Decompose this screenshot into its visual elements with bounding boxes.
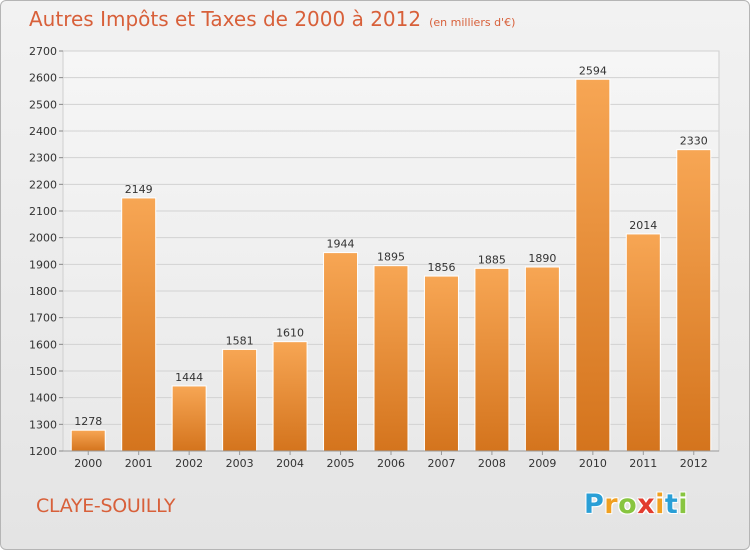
- y-tick-label: 2400: [29, 125, 57, 138]
- logo-letter: o: [618, 489, 638, 520]
- x-tick-label: 2007: [427, 457, 455, 470]
- logo-letter: x: [637, 489, 656, 520]
- bar: [323, 252, 359, 452]
- bar: [423, 275, 459, 452]
- city-name: CLAYE-SOUILLY: [36, 495, 176, 517]
- y-tick-label: 2100: [29, 205, 57, 218]
- proxiti-logo: Proxiti: [584, 489, 688, 520]
- logo-letter: r: [604, 489, 619, 520]
- x-tick-label: 2010: [579, 457, 607, 470]
- bar: [676, 149, 712, 452]
- y-tick-label: 1400: [29, 392, 57, 405]
- x-tick-label: 2004: [276, 457, 304, 470]
- y-tick-label: 2200: [29, 178, 57, 191]
- bar: [373, 265, 409, 452]
- x-axis: 2000 2001 2002 2003 2004 2005 2006 2007 2008 2009…: [63, 450, 719, 470]
- bar: [272, 341, 308, 452]
- logo-letter: P: [584, 489, 605, 520]
- y-tick-label: 1300: [29, 418, 57, 431]
- y-tick-label: 2700: [29, 45, 57, 58]
- x-tick-label: 2002: [175, 457, 203, 470]
- data-label: 2014: [629, 219, 657, 232]
- x-tick-label: 2011: [629, 457, 657, 470]
- x-tick-label: 2012: [680, 457, 708, 470]
- y-tick-label: 1600: [29, 338, 57, 351]
- data-label: 1610: [276, 327, 304, 340]
- data-label: 1444: [175, 371, 203, 384]
- x-tick-label: 2000: [74, 457, 102, 470]
- bar: [524, 266, 560, 452]
- y-tick-label: 1900: [29, 258, 57, 271]
- chart-subtitle: (en milliers d'€): [429, 16, 516, 29]
- y-tick-label: 2500: [29, 98, 57, 111]
- data-label: 1885: [478, 253, 506, 266]
- bar: [121, 197, 157, 452]
- chart-title: Autres Impôts et Taxes de 2000 à 2012 (en…: [29, 7, 516, 31]
- data-label: 1895: [377, 251, 405, 264]
- x-tick-label: 2008: [478, 457, 506, 470]
- x-tick-label: 2006: [377, 457, 405, 470]
- y-tick-label: 1700: [29, 312, 57, 325]
- bar: [171, 385, 207, 452]
- data-label: 1278: [74, 415, 102, 428]
- data-label: 1581: [226, 334, 254, 347]
- bar: [222, 348, 258, 452]
- y-tick-label: 2000: [29, 232, 57, 245]
- y-tick-label: 2600: [29, 72, 57, 85]
- logo-letter: i: [678, 489, 689, 520]
- data-label: 2149: [125, 183, 153, 196]
- y-tick-label: 1800: [29, 285, 57, 298]
- logo-letter: i: [655, 489, 665, 520]
- bar: [575, 78, 611, 452]
- data-label: 2330: [680, 135, 708, 148]
- x-tick-label: 2001: [125, 457, 153, 470]
- x-tick-label: 2009: [528, 457, 556, 470]
- bar: [625, 233, 661, 452]
- logo-letter: t: [664, 489, 679, 520]
- bar: [70, 429, 106, 452]
- y-tick-label: 1200: [29, 445, 57, 458]
- data-label: 2594: [579, 64, 607, 77]
- bar: [474, 267, 510, 452]
- y-axis: 1200 1300 1400 1500 1600 1700 1800 1900 2000 2100…: [29, 45, 63, 458]
- data-label: 1944: [327, 238, 355, 251]
- y-tick-label: 1500: [29, 365, 57, 378]
- data-label: 1856: [427, 261, 455, 274]
- x-tick-label: 2003: [226, 457, 254, 470]
- x-tick-label: 2005: [327, 457, 355, 470]
- data-label: 1890: [528, 252, 556, 265]
- bars: 1278 2149 1444 1581 1610 1944 1895 1856 1885 1890…: [70, 64, 712, 452]
- y-tick-label: 2300: [29, 152, 57, 165]
